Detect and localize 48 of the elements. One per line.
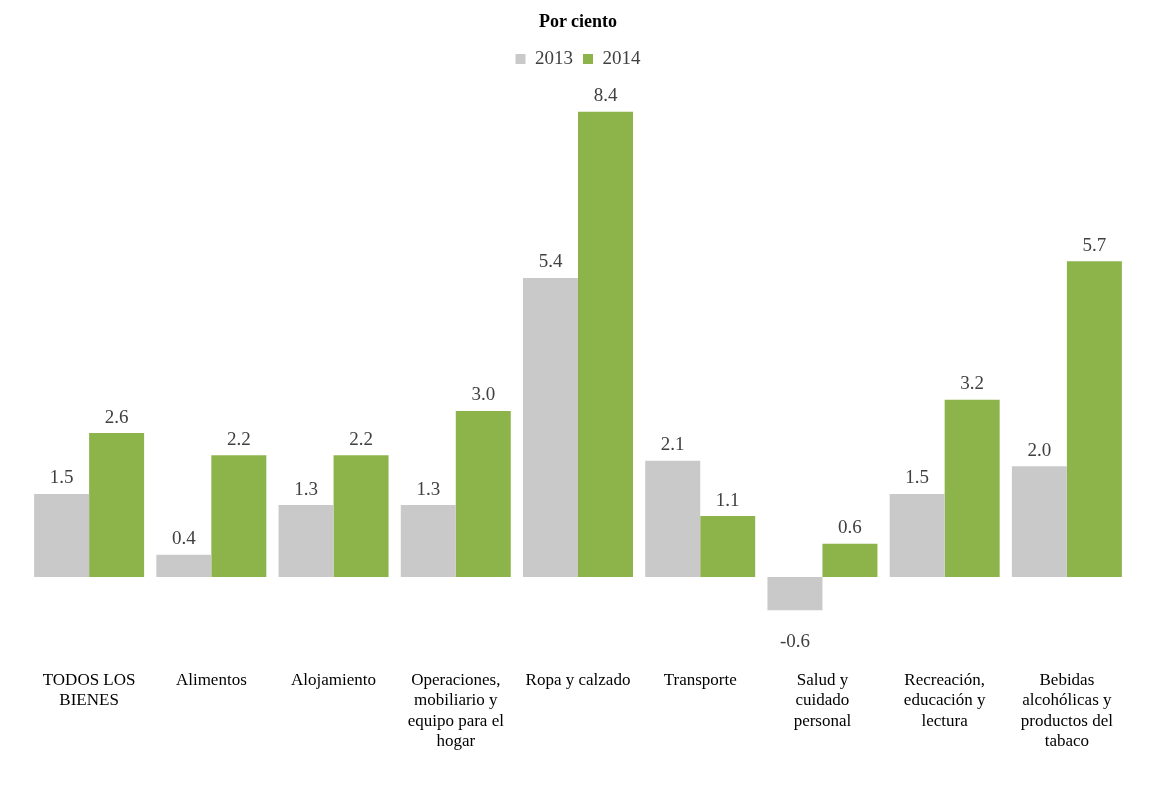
bar (822, 543, 878, 578)
data-label: 1.1 (715, 488, 740, 510)
legend-label: 2014 (602, 47, 641, 69)
data-label: 8.4 (593, 84, 618, 106)
data-label: 0.4 (171, 527, 197, 549)
bar (156, 554, 212, 578)
bar (34, 493, 90, 578)
data-label: 1.5 (905, 466, 930, 488)
data-label: 3.2 (960, 372, 985, 394)
x-tick-label: Salud y cuidado personal (793, 670, 852, 730)
bar (400, 505, 456, 578)
bar (455, 410, 511, 578)
bar (1066, 261, 1122, 578)
data-label: 1.5 (49, 466, 74, 488)
bar (278, 505, 334, 578)
x-tick-label: Operaciones, mobiliario y equipo para el hogar (407, 670, 505, 751)
x-tick-label: Alojamiento (291, 670, 377, 690)
bar (767, 577, 823, 611)
bar (578, 111, 633, 578)
bar (889, 493, 945, 578)
data-label: 2.2 (349, 427, 373, 449)
data-label: 5.7 (1082, 233, 1107, 255)
data-label: -0.6 (779, 629, 810, 651)
bar (333, 455, 389, 578)
x-tick-label: Transporte (663, 670, 737, 690)
data-label: 5.4 (538, 250, 563, 272)
x-tick-label: TODOS LOS BIENES (42, 670, 136, 710)
data-label: 1.3 (294, 477, 318, 499)
data-label: 1.3 (416, 477, 441, 499)
bar (700, 516, 756, 578)
x-tick-label: Bebidas alcohólicas y productos del tabaco (1020, 670, 1114, 751)
data-label: 3.0 (471, 383, 496, 405)
x-tick-label: Ropa y calzado (525, 670, 631, 690)
bar (523, 277, 578, 578)
bar (645, 460, 701, 578)
data-label: 2.2 (226, 427, 251, 449)
x-tick-label: Alimentos (175, 670, 247, 690)
chart-title: Por ciento (538, 11, 618, 32)
bar (1011, 466, 1067, 578)
bar (944, 399, 1000, 578)
data-label: 2.6 (104, 405, 129, 427)
data-label: 0.6 (838, 516, 862, 538)
bar (211, 455, 267, 578)
legend-label: 2013 (535, 47, 573, 69)
x-tick-label: Recreación, educación y lectura (903, 670, 986, 730)
data-label: 2.1 (660, 433, 685, 455)
data-label: 2.0 (1027, 438, 1052, 460)
bar (89, 433, 145, 578)
